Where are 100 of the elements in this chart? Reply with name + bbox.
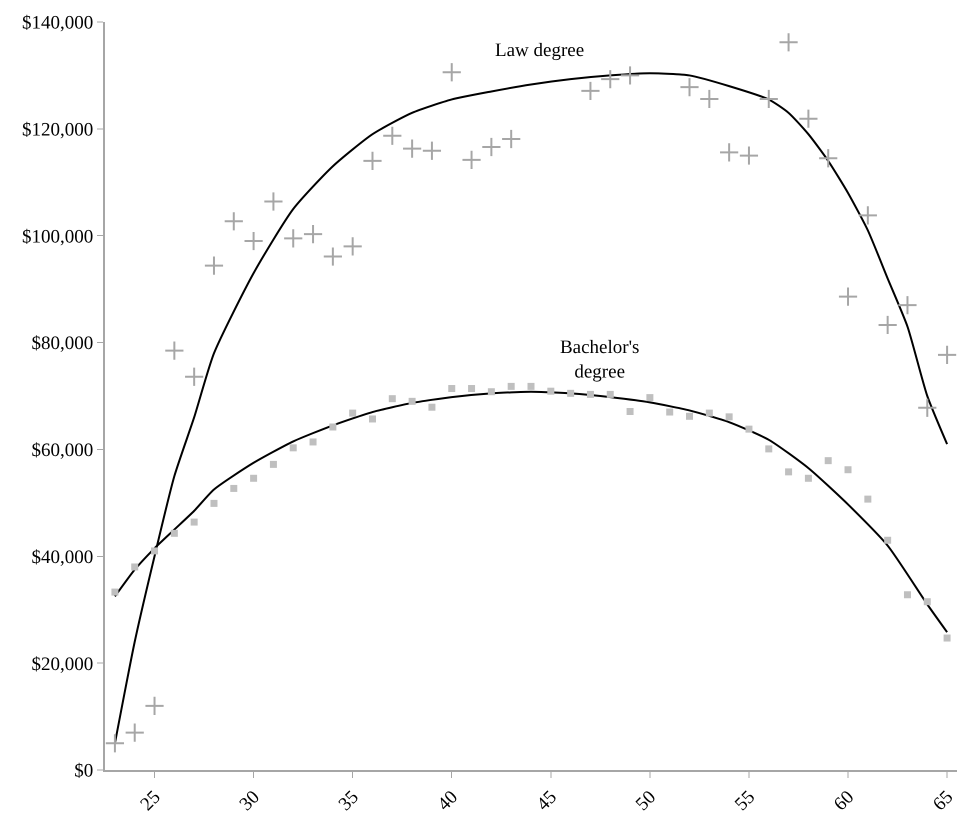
point (917, 398, 938, 418)
point (388, 395, 396, 402)
point (884, 536, 892, 544)
point (322, 246, 343, 267)
point (329, 423, 336, 430)
point (758, 88, 779, 110)
point (250, 474, 258, 482)
point (368, 415, 376, 422)
point (864, 496, 872, 503)
point (230, 484, 238, 492)
point (878, 314, 898, 336)
x-tick-label: 60 (830, 786, 858, 815)
point (924, 598, 931, 606)
x-tick-label: 25 (136, 786, 165, 815)
point (468, 385, 476, 392)
x-tick-label: 40 (434, 786, 462, 815)
y-tick-label: $0 (74, 760, 94, 782)
point (798, 108, 818, 129)
point (244, 230, 264, 252)
point (858, 205, 878, 226)
point (580, 80, 601, 102)
point (408, 398, 416, 405)
point (600, 69, 620, 90)
y-tick-label: $80,000 (31, 333, 94, 354)
point (290, 444, 297, 452)
point (679, 77, 700, 98)
point (461, 150, 482, 170)
point (818, 148, 838, 168)
point (936, 344, 958, 365)
point (501, 128, 522, 150)
point (567, 390, 574, 397)
point (302, 224, 324, 244)
point (666, 408, 674, 416)
point (362, 150, 383, 172)
point (204, 256, 224, 276)
point (422, 140, 442, 161)
point (111, 588, 118, 596)
point (310, 438, 317, 446)
annotation: Bachelor's degree (560, 337, 640, 383)
y-tick-label: $40,000 (31, 546, 94, 568)
y-tick-label: $60,000 (31, 440, 94, 462)
point (824, 457, 832, 464)
x-tick-label: 55 (730, 786, 760, 815)
point (719, 142, 740, 162)
point (785, 468, 792, 476)
point (765, 445, 772, 452)
x-tick-label: 35 (334, 786, 363, 815)
point (402, 138, 422, 159)
y-tick-label: $100,000 (22, 226, 94, 248)
point (626, 408, 634, 415)
point (904, 591, 911, 598)
point (210, 500, 218, 507)
point (164, 340, 184, 361)
point (442, 62, 462, 82)
point (726, 413, 733, 420)
point (481, 136, 502, 158)
point (944, 634, 951, 642)
point (844, 466, 852, 474)
point (606, 390, 614, 398)
point (270, 460, 277, 468)
line-series (114, 72, 948, 744)
point (448, 385, 456, 392)
point (124, 722, 145, 743)
x-tick-label: 45 (532, 786, 562, 815)
point (804, 474, 812, 482)
point (428, 404, 436, 411)
point (349, 410, 356, 417)
annotation: Law degree (495, 40, 584, 61)
point (586, 390, 594, 398)
point (699, 88, 720, 110)
point (151, 547, 158, 554)
y-tick-label: $20,000 (31, 654, 94, 675)
point (131, 563, 138, 570)
point (382, 126, 402, 146)
x-tick-label: 65 (929, 786, 958, 815)
point (283, 228, 304, 248)
point (144, 696, 165, 716)
point (224, 211, 244, 232)
y-tick-label: $120,000 (22, 120, 94, 141)
point (190, 518, 198, 526)
point (620, 65, 640, 86)
point (170, 530, 178, 537)
point (488, 388, 495, 396)
point (184, 366, 204, 387)
point (104, 733, 126, 754)
point (838, 286, 858, 307)
point (547, 388, 554, 395)
point (745, 426, 752, 433)
point (778, 32, 799, 52)
x-tick-label: 50 (632, 786, 660, 815)
point (263, 191, 284, 212)
x-tick-label: 30 (236, 786, 264, 815)
point (508, 382, 515, 390)
point (528, 382, 534, 390)
y-tick-label: $140,000 (22, 12, 94, 34)
point (897, 295, 918, 316)
point (646, 394, 654, 402)
point (738, 145, 760, 166)
point (342, 236, 363, 256)
point (686, 412, 694, 420)
